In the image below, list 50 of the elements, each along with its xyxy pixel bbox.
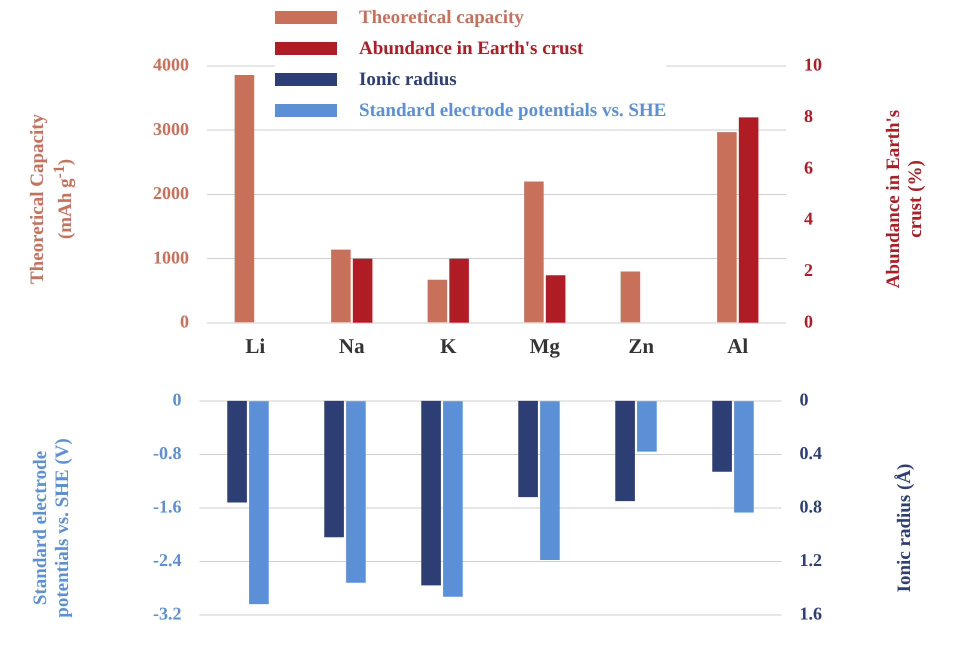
legend-label: Theoretical capacity bbox=[359, 6, 524, 28]
y2-tick-label: 10 bbox=[804, 54, 822, 75]
bar bbox=[524, 182, 544, 322]
y-tick-label: 3000 bbox=[153, 118, 189, 139]
y2-tick-label: 0.4 bbox=[800, 442, 822, 463]
y2-tick-label: 0 bbox=[804, 311, 813, 332]
bar bbox=[518, 400, 538, 498]
y-tick-label: 0 bbox=[180, 311, 189, 332]
bar bbox=[324, 400, 344, 538]
y2-axis-title: Ionic radius (Å) bbox=[894, 462, 916, 594]
y2-tick-label: 2 bbox=[804, 260, 813, 280]
y-tick-label: 0 bbox=[172, 389, 182, 410]
bar bbox=[546, 275, 566, 323]
y2-tick-label: 0.8 bbox=[800, 496, 822, 516]
bar bbox=[449, 258, 469, 323]
bar bbox=[712, 400, 732, 472]
y-tick-label: -3.2 bbox=[152, 603, 182, 624]
bar bbox=[234, 74, 254, 322]
y-tick-label: -1.6 bbox=[152, 496, 182, 516]
y-tick-label: 1000 bbox=[153, 247, 189, 268]
y-tick-label: 4000 bbox=[153, 54, 189, 75]
y2-tick-label: 4 bbox=[804, 208, 813, 229]
bar bbox=[738, 117, 758, 323]
x-tick-label: Na bbox=[338, 334, 366, 358]
y2-tick-label: 0 bbox=[800, 389, 808, 410]
x-tick-label: Al bbox=[727, 334, 748, 358]
y2-tick-label: 1.2 bbox=[800, 550, 822, 570]
bar bbox=[620, 271, 640, 322]
bar bbox=[428, 280, 448, 322]
y-tick-label: 2000 bbox=[153, 183, 189, 204]
y2-tick-label: 8 bbox=[804, 106, 813, 126]
y2-tick-label: 1.6 bbox=[800, 603, 822, 624]
x-tick-label: Zn bbox=[628, 334, 654, 358]
x-tick-label: Li bbox=[245, 334, 266, 358]
bar bbox=[227, 400, 247, 502]
y2-axis-title: Abundance in Earth's crust (%) bbox=[883, 108, 927, 290]
bar bbox=[615, 400, 635, 502]
y-tick-label: -2.4 bbox=[152, 550, 182, 570]
x-tick-label: K bbox=[440, 334, 458, 358]
x-tick-label: Mg bbox=[530, 334, 560, 358]
legend-label: Ionic radius bbox=[359, 68, 457, 90]
legend-label: Abundance in Earth's crust bbox=[359, 38, 584, 60]
bar bbox=[331, 250, 351, 322]
bar bbox=[352, 258, 372, 323]
bar bbox=[717, 132, 737, 322]
y-tick-label: -0.8 bbox=[152, 442, 182, 463]
legend-label: Standard electrode potentials vs. SHE bbox=[359, 100, 666, 122]
y2-tick-label: 6 bbox=[804, 157, 813, 178]
bar bbox=[421, 400, 441, 586]
y-axis-title: Standard electrode potentials vs. SHE (V) bbox=[30, 437, 74, 620]
